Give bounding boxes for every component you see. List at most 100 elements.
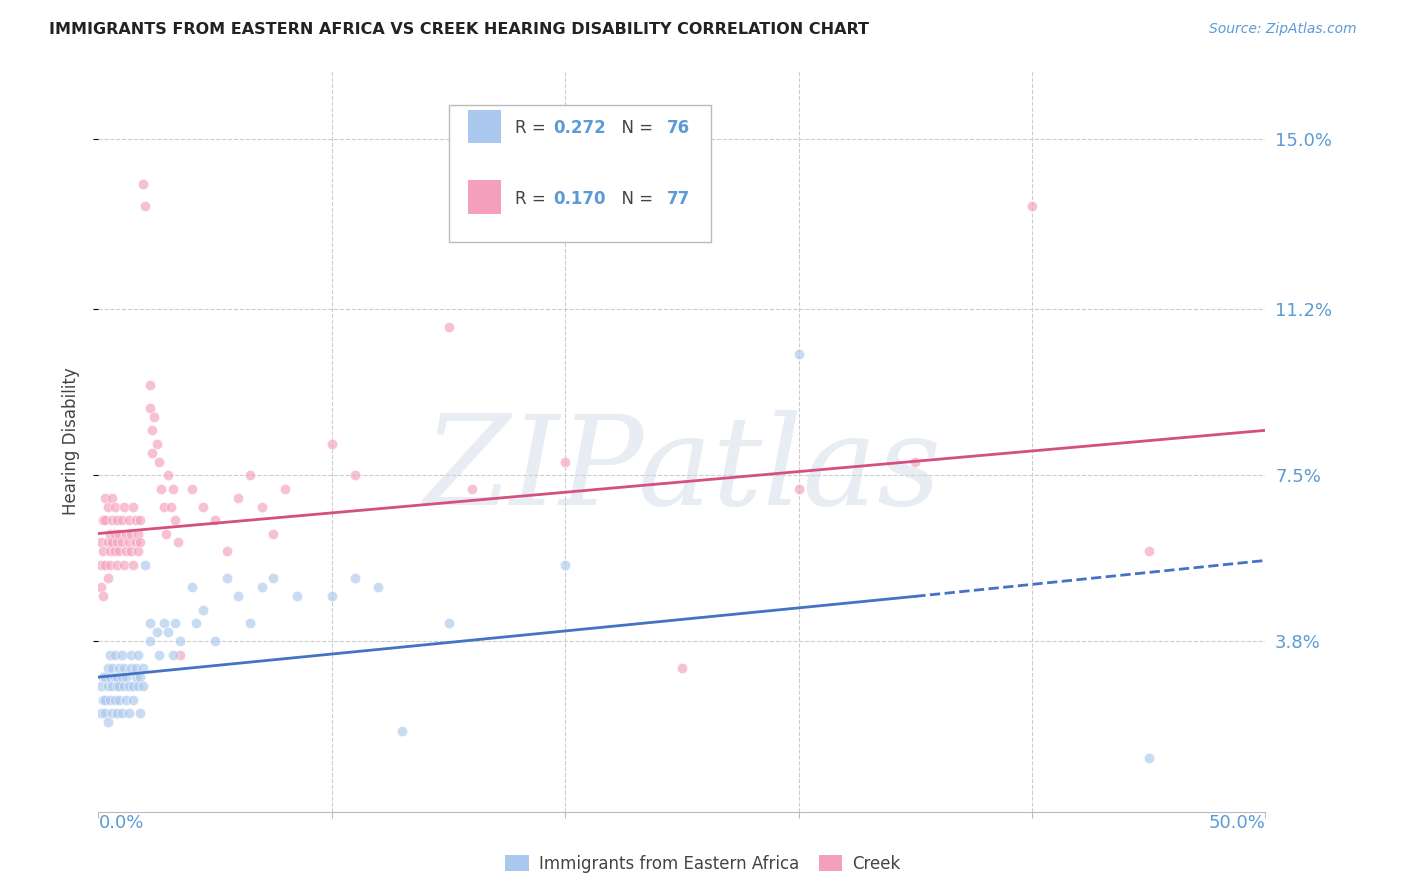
Text: 0.272: 0.272 (554, 120, 606, 137)
Point (104, 692, 127, 706)
Point (105, 558, 128, 572)
Point (127, 679, 149, 693)
Point (162, 648, 184, 662)
Text: Source: ZipAtlas.com: Source: ZipAtlas.com (1209, 22, 1357, 37)
Point (98, 558, 121, 572)
Point (162, 482, 184, 496)
Point (250, 500, 273, 514)
Text: 0.170: 0.170 (554, 190, 606, 208)
Point (127, 648, 149, 662)
Point (90, 706, 112, 720)
Legend: Immigrants from Eastern Africa, Creek: Immigrants from Eastern Africa, Creek (499, 848, 907, 880)
Point (215, 571, 238, 585)
Point (112, 661, 135, 675)
Point (122, 500, 145, 514)
FancyBboxPatch shape (468, 180, 501, 213)
Point (115, 526, 138, 541)
Point (90, 679, 112, 693)
Point (122, 692, 145, 706)
Point (274, 482, 297, 496)
Point (391, 723, 413, 738)
Point (344, 571, 367, 585)
Point (1137, 544, 1160, 558)
Text: 77: 77 (666, 190, 690, 208)
Point (118, 706, 141, 720)
Point (262, 526, 284, 541)
Point (105, 535, 128, 549)
Point (129, 513, 152, 527)
Point (250, 580, 273, 594)
Point (132, 661, 155, 675)
Point (118, 535, 141, 549)
Point (108, 692, 131, 706)
Point (120, 661, 142, 675)
Point (115, 544, 138, 558)
Point (101, 513, 124, 527)
Point (787, 482, 810, 496)
Point (125, 670, 148, 684)
Point (105, 513, 128, 527)
Point (134, 199, 156, 213)
Text: R =: R = (515, 190, 551, 208)
Point (165, 513, 187, 527)
Point (129, 670, 152, 684)
Point (118, 679, 141, 693)
Point (122, 679, 145, 693)
Point (165, 616, 187, 631)
Point (193, 500, 215, 514)
Point (108, 526, 131, 541)
Point (146, 437, 169, 451)
Point (150, 482, 173, 496)
Point (215, 544, 238, 558)
Point (97, 535, 120, 549)
Point (94, 692, 117, 706)
Point (141, 423, 163, 437)
Point (94, 491, 117, 505)
Point (111, 670, 134, 684)
Text: 0.0%: 0.0% (98, 814, 143, 832)
Point (169, 648, 191, 662)
Point (152, 616, 174, 631)
Point (180, 482, 202, 496)
Point (98, 648, 121, 662)
Point (139, 634, 162, 648)
Point (120, 544, 142, 558)
Point (228, 491, 250, 505)
Point (108, 661, 131, 675)
Text: R =: R = (515, 120, 551, 137)
Point (90, 535, 112, 549)
Point (285, 590, 308, 604)
Point (180, 580, 202, 594)
Text: 50.0%: 50.0% (1209, 814, 1265, 832)
Point (120, 526, 142, 541)
Point (94, 706, 117, 720)
FancyBboxPatch shape (449, 104, 711, 242)
Text: N =: N = (610, 120, 658, 137)
Point (101, 679, 124, 693)
Point (228, 590, 250, 604)
Point (125, 513, 148, 527)
Point (125, 535, 148, 549)
Text: ZIPatlas: ZIPatlas (423, 410, 941, 532)
Y-axis label: Hearing Disability: Hearing Disability (62, 368, 80, 516)
Point (118, 513, 141, 527)
Point (112, 500, 135, 514)
Point (143, 409, 166, 424)
Point (111, 706, 134, 720)
Point (91, 513, 114, 527)
Point (111, 513, 134, 527)
Point (554, 455, 576, 469)
Point (139, 401, 162, 415)
Point (90, 580, 112, 594)
Point (152, 500, 174, 514)
Point (94, 558, 117, 572)
Point (193, 603, 215, 617)
Point (104, 526, 127, 541)
Point (97, 571, 120, 585)
Point (129, 706, 152, 720)
Point (437, 320, 460, 334)
Point (787, 347, 810, 361)
Point (122, 558, 145, 572)
Point (321, 590, 343, 604)
Point (262, 571, 284, 585)
